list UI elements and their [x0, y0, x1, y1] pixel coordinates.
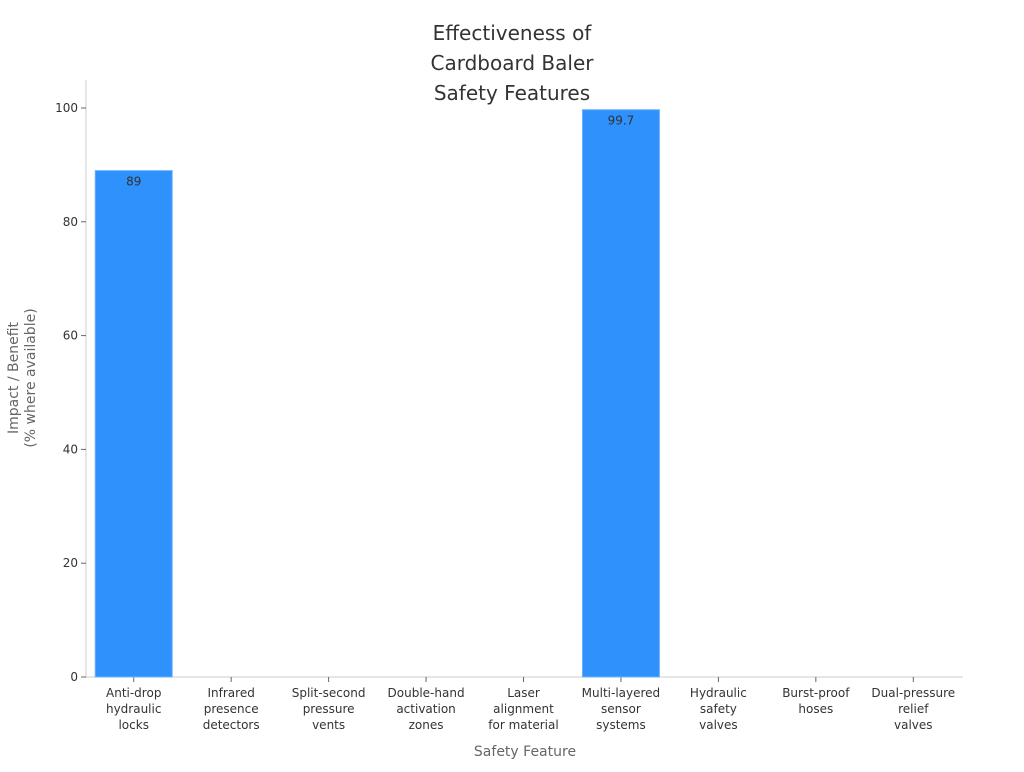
chart-title-line: Effectiveness of [433, 21, 593, 45]
y-tick-label: 0 [70, 670, 78, 684]
x-tick-label: pressure [303, 702, 355, 716]
x-tick-label: for material [488, 718, 558, 732]
y-tick-label: 60 [63, 329, 78, 343]
x-tick-label: Infrared [208, 686, 255, 700]
x-tick-label: zones [409, 718, 444, 732]
x-tick-label: relief [898, 702, 929, 716]
x-tick-label: systems [596, 718, 646, 732]
bar-data-label: 89 [126, 175, 141, 189]
y-axis-label: Impact / Benefit [6, 321, 22, 434]
x-tick-label: alignment [493, 702, 554, 716]
y-tick-label: 20 [63, 556, 78, 570]
x-tick-label: Double-hand [388, 686, 465, 700]
x-tick-label: valves [699, 718, 738, 732]
x-tick-label: Hydraulic [690, 686, 747, 700]
x-tick-label: Split-second [292, 686, 366, 700]
x-tick-label: Dual-pressure [871, 686, 955, 700]
x-tick-label: vents [312, 718, 345, 732]
bar-data-label: 99.7 [608, 114, 635, 128]
bar [581, 109, 660, 678]
y-tick-label: 40 [63, 442, 78, 456]
x-tick-label: activation [396, 702, 455, 716]
y-tick-label: 80 [63, 215, 78, 229]
bar [94, 170, 173, 678]
x-tick-label: detectors [203, 718, 260, 732]
x-tick-label: Anti-drop [106, 686, 161, 700]
x-tick-label: safety [700, 702, 737, 716]
x-tick-label: presence [204, 702, 259, 716]
x-tick-label: Burst-proof [782, 686, 850, 700]
y-tick-label: 100 [55, 101, 78, 115]
x-tick-label: valves [894, 718, 933, 732]
x-tick-label: hoses [798, 702, 833, 716]
y-axis-label: (% where available) [23, 308, 39, 447]
x-tick-label: hydraulic [106, 702, 161, 716]
chart-title-line: Safety Features [434, 81, 590, 105]
x-tick-label: Laser [507, 686, 540, 700]
x-tick-label: sensor [601, 702, 641, 716]
x-axis-label: Safety Feature [474, 744, 576, 760]
x-tick-label: Multi-layered [582, 686, 661, 700]
x-tick-label: locks [118, 718, 148, 732]
chart-title-line: Cardboard Baler [431, 51, 595, 75]
